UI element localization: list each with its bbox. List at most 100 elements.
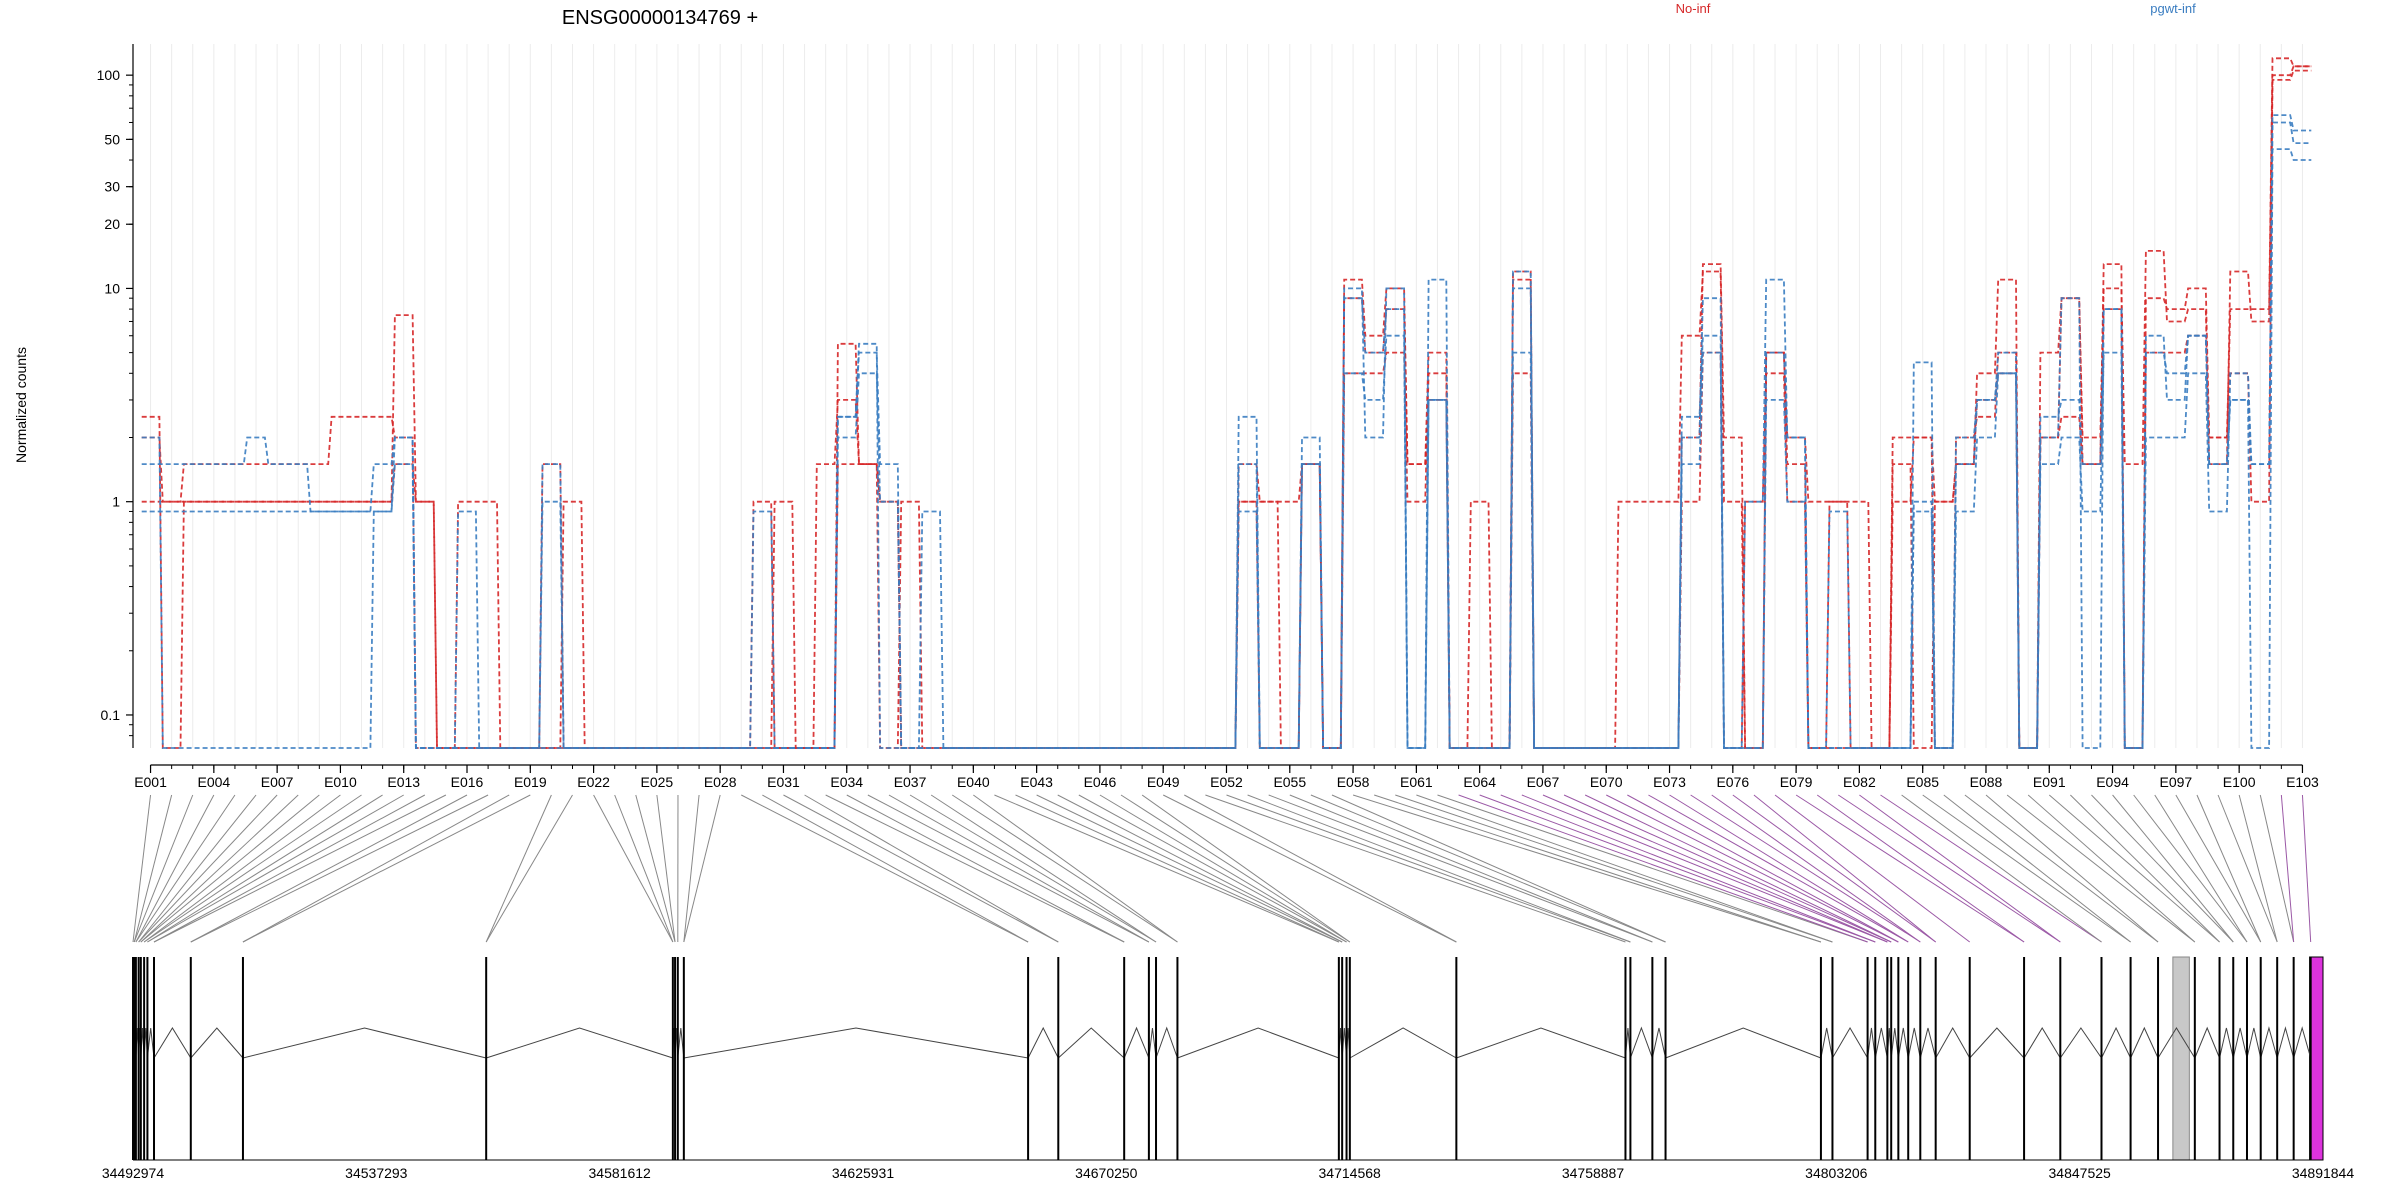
exon-connector bbox=[138, 794, 257, 943]
exon-connector bbox=[1500, 794, 1876, 943]
exon-connector bbox=[2217, 794, 2278, 943]
exon-connector bbox=[1331, 794, 1666, 943]
x-tick-label: E088 bbox=[1970, 774, 2003, 790]
x-tick-label: E004 bbox=[197, 774, 230, 790]
exon-connector bbox=[2048, 794, 2220, 943]
exon-connector bbox=[147, 794, 383, 943]
intron-line bbox=[1057, 1027, 1125, 1059]
series-layer bbox=[141, 57, 2312, 749]
intron-line bbox=[2130, 1026, 2159, 1059]
intron-line bbox=[1907, 1027, 1921, 1059]
x-tick-label: E103 bbox=[2286, 774, 2319, 790]
exon-connector bbox=[143, 794, 362, 943]
exon-connector bbox=[2070, 794, 2220, 943]
exon-connector bbox=[485, 794, 552, 943]
x-tick-label: E100 bbox=[2223, 774, 2256, 790]
exon-connector bbox=[683, 794, 700, 943]
x-tick-label: E040 bbox=[957, 774, 990, 790]
x-tick-label: E022 bbox=[577, 774, 610, 790]
exon-connector bbox=[1901, 794, 2102, 943]
exon-connector bbox=[140, 794, 320, 943]
exon-connector bbox=[132, 794, 152, 943]
exon-connector bbox=[1458, 794, 1868, 943]
exon-connector bbox=[951, 794, 1178, 943]
exon-connector bbox=[930, 794, 1157, 943]
exon-connector bbox=[1816, 794, 2025, 943]
exon-connectors bbox=[132, 794, 2312, 943]
x-tick-label: E073 bbox=[1653, 774, 1686, 790]
genomic-tick-label: 34625931 bbox=[832, 1165, 895, 1181]
exon-connector bbox=[190, 794, 489, 943]
exon-connector bbox=[867, 794, 1150, 943]
exon-connector bbox=[133, 794, 173, 943]
intron-line bbox=[2293, 1026, 2312, 1059]
exon-connector bbox=[2301, 794, 2312, 943]
chart-title: ENSG00000134769 + bbox=[562, 7, 758, 29]
exon-connector bbox=[1795, 794, 2025, 943]
gene-model bbox=[132, 956, 2324, 1161]
genomic-axis: 34492974 34537293 34581612 34625931 34670250… bbox=[102, 1159, 2355, 1181]
exon-connector bbox=[2154, 794, 2248, 943]
exon-connector bbox=[1563, 794, 1892, 943]
exon-connector bbox=[2006, 794, 2196, 943]
y-tick-label: 1 bbox=[112, 494, 120, 510]
exon-connector bbox=[1669, 794, 1909, 943]
exon-connector bbox=[1838, 794, 2061, 943]
y-axis-label: Normalized counts bbox=[13, 347, 29, 463]
genomic-tick-label: 34758887 bbox=[1562, 1165, 1625, 1181]
x-tick-label: E052 bbox=[1210, 774, 1243, 790]
exon-connector bbox=[242, 794, 510, 943]
x-tick-label: E016 bbox=[451, 774, 484, 790]
exon-connector bbox=[1162, 794, 1457, 943]
intron-line bbox=[190, 1027, 244, 1059]
exon-connector bbox=[1753, 794, 1936, 943]
exon-connector bbox=[1184, 794, 1457, 943]
intron-line bbox=[2023, 1027, 2061, 1059]
intron-line bbox=[1651, 1027, 1667, 1059]
intron-line bbox=[677, 1027, 685, 1059]
intron-line bbox=[2276, 1026, 2295, 1059]
shaded-exon-region bbox=[2172, 956, 2190, 1161]
exon-connector bbox=[242, 794, 531, 943]
exon-connector bbox=[485, 794, 573, 943]
intron-line bbox=[1349, 1027, 1457, 1059]
exon-connector bbox=[1627, 794, 1899, 943]
exon-connector bbox=[2175, 794, 2262, 943]
x-tick-label: E061 bbox=[1400, 774, 1433, 790]
genomic-tick-label: 34581612 bbox=[589, 1165, 652, 1181]
exon-connector bbox=[2259, 794, 2295, 943]
exon-connector bbox=[2112, 794, 2234, 943]
exon-connector bbox=[135, 794, 215, 943]
intron-line bbox=[242, 1027, 487, 1059]
exon-connector bbox=[1352, 794, 1822, 943]
x-tick-label: E049 bbox=[1147, 774, 1180, 790]
exon-connector bbox=[825, 794, 1125, 943]
series-line-6 bbox=[141, 121, 2312, 749]
exon-connector bbox=[1964, 794, 2159, 943]
exon-connector bbox=[1606, 794, 1899, 943]
exon-connector bbox=[1985, 794, 2159, 943]
exon-connector bbox=[2027, 794, 2196, 943]
exon-connector bbox=[2133, 794, 2248, 943]
x-tick-label: E025 bbox=[641, 774, 674, 790]
exon-connector bbox=[1395, 794, 1833, 943]
x-tick-label: E067 bbox=[1527, 774, 1560, 790]
x-tick-label: E034 bbox=[830, 774, 863, 790]
genomic-tick-label: 34891844 bbox=[2292, 1165, 2355, 1181]
exon-connector bbox=[888, 794, 1150, 943]
intron-line bbox=[2260, 1026, 2278, 1059]
exon-connector bbox=[846, 794, 1125, 943]
genomic-tick-label: 34714568 bbox=[1319, 1165, 1382, 1181]
genomic-tick-label: 34803206 bbox=[1805, 1165, 1868, 1181]
exon-connector bbox=[1099, 794, 1347, 943]
x-tick-label: E007 bbox=[261, 774, 294, 790]
exon-connector bbox=[2238, 794, 2278, 943]
y-tick-label: 100 bbox=[97, 67, 121, 83]
exon-connector bbox=[190, 794, 468, 943]
x-tick-label: E091 bbox=[2033, 774, 2066, 790]
intron-line bbox=[1820, 1027, 1833, 1059]
exon-connector bbox=[1247, 794, 1631, 943]
exon-connector bbox=[153, 794, 447, 943]
x-tick-label: E058 bbox=[1337, 774, 1370, 790]
exon-connector bbox=[1374, 794, 1822, 943]
